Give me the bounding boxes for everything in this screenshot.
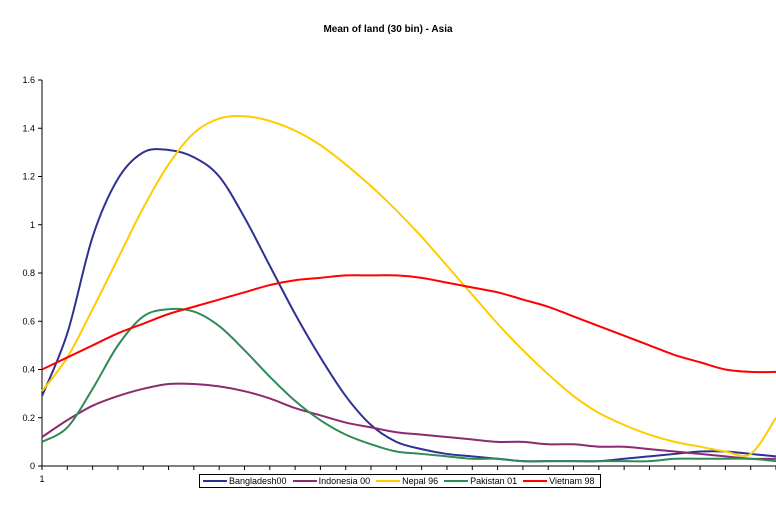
legend-swatch (523, 480, 548, 482)
legend-item-pakistan-01: Pakistan 01 (444, 476, 517, 486)
legend-item-bangladesh00: Bangladesh00 (203, 476, 287, 486)
y-tick-label: 0.2 (22, 413, 35, 423)
y-tick-label: 0.6 (22, 316, 35, 326)
y-tick-label: 1.6 (22, 75, 35, 85)
series-line-vietnam-98 (41, 274, 776, 374)
y-tick-label: 1.2 (22, 172, 35, 182)
legend-label: Nepal 96 (402, 476, 439, 486)
series-lines (41, 115, 776, 463)
legend-label: Indonesia 00 (318, 476, 371, 486)
legend-label: Vietnam 98 (549, 476, 595, 486)
legend-item-indonesia-00: Indonesia 00 (292, 476, 371, 486)
x-tick-label: 1 (39, 474, 44, 484)
legend-label: Pakistan 01 (470, 476, 518, 486)
series-line-bangladesh00 (41, 148, 776, 463)
legend-swatch (203, 480, 227, 482)
series-line-nepal-96 (41, 115, 776, 458)
legend-label: Bangladesh00 (229, 476, 287, 486)
series-line-indonesia-00 (41, 382, 776, 460)
y-tick-label: 0.8 (22, 268, 35, 278)
y-tick-label: 1.4 (22, 123, 35, 133)
y-tick-label: 1 (30, 220, 35, 230)
legend-swatch (376, 480, 401, 482)
chart-title: Mean of land (30 bin) - Asia (323, 24, 453, 35)
legend-swatch (444, 480, 469, 482)
series-line-pakistan-01 (41, 307, 776, 463)
y-tick-label: 0 (30, 461, 35, 471)
legend-item-vietnam-98: Vietnam 98 (523, 476, 595, 486)
chart-legend: Bangladesh00 Indonesia 00 Nepal 96 Pakistan… (199, 474, 601, 488)
y-tick-label: 0.4 (22, 365, 35, 375)
legend-item-nepal-96: Nepal 96 (376, 476, 438, 486)
legend-swatch (292, 480, 317, 482)
y-axis-ticks: 0 0.2 0.4 0.6 0.8 1 1.2 1.4 1.6 (22, 75, 42, 471)
